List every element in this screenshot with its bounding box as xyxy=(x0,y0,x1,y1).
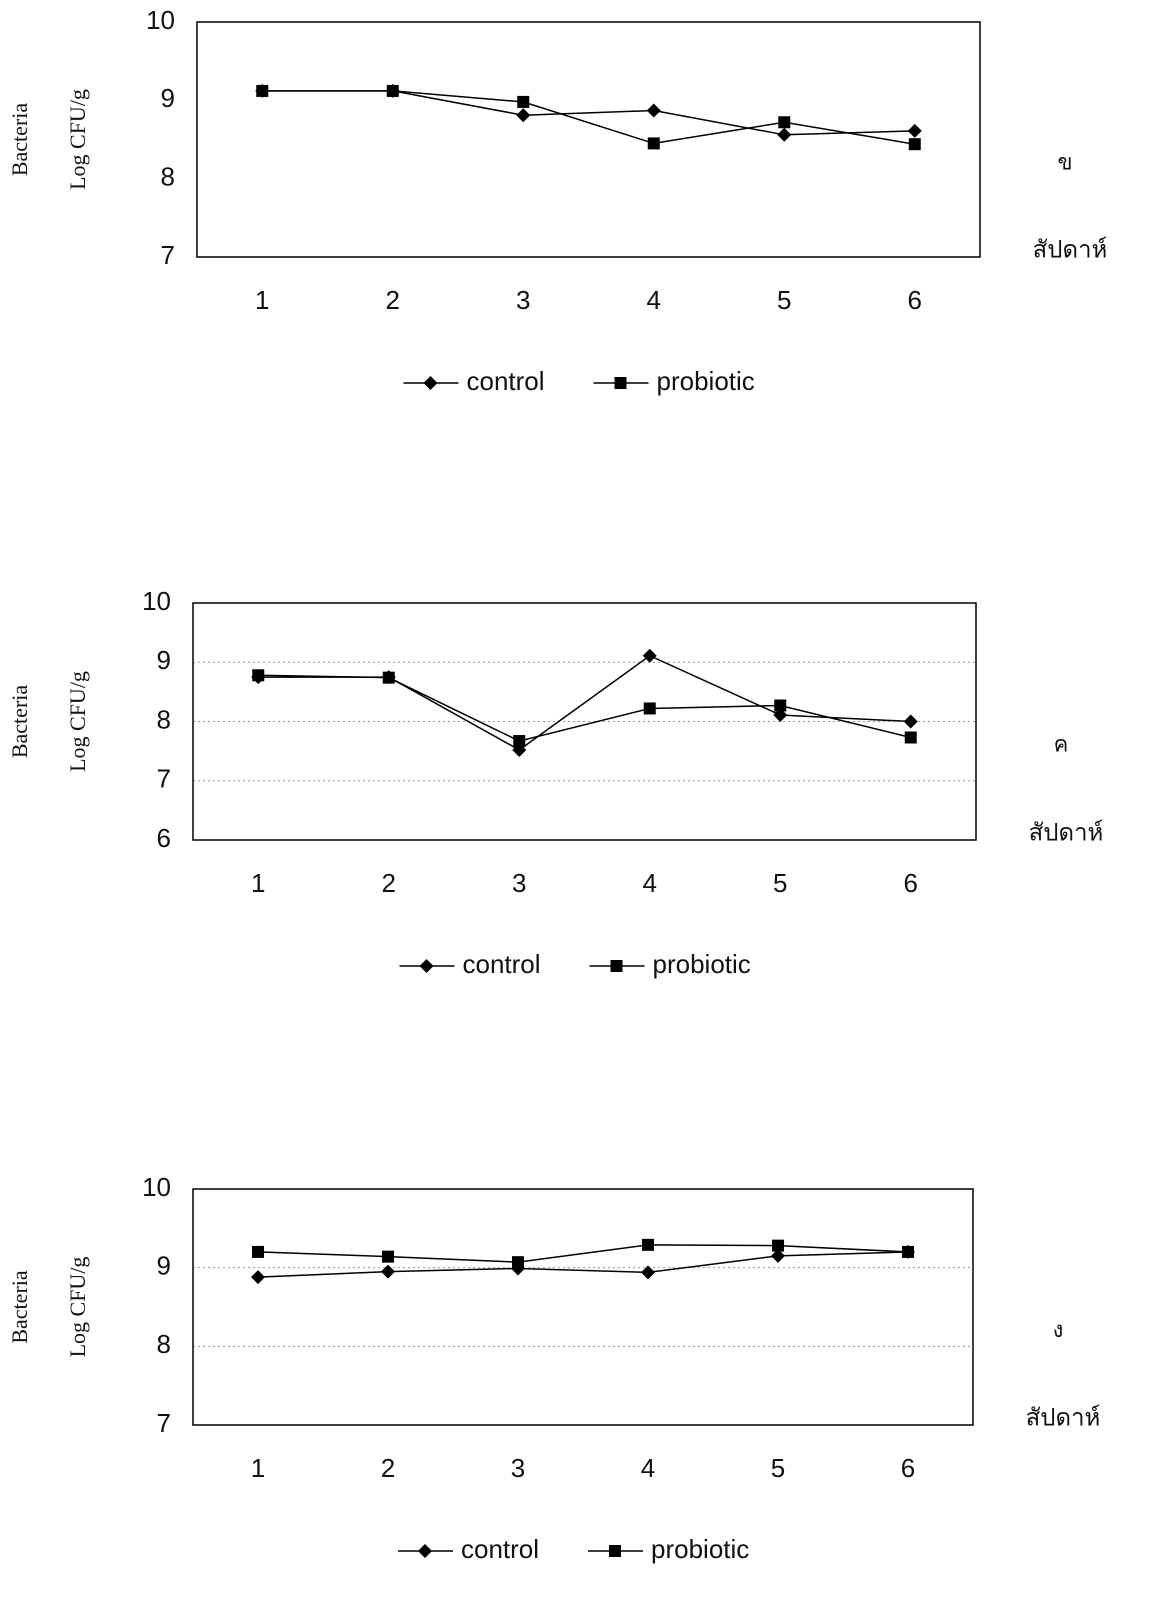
data-point xyxy=(648,137,660,149)
data-point xyxy=(904,715,918,729)
y-axis-label: Bacteria xyxy=(7,103,32,177)
x-tick-label: 5 xyxy=(773,868,787,898)
legend-marker xyxy=(420,959,434,973)
y-tick-label: 7 xyxy=(157,1408,171,1438)
panel-label: ข xyxy=(1057,150,1072,175)
x-tick-label: 2 xyxy=(382,868,396,898)
data-point xyxy=(777,128,791,142)
y-tick-label: 8 xyxy=(157,704,171,734)
y-axis-label: Log CFU/g xyxy=(65,89,90,190)
y-tick-label: 9 xyxy=(161,83,175,113)
y-tick-label: 9 xyxy=(157,1251,171,1281)
data-point xyxy=(252,669,264,681)
x-tick-label: 3 xyxy=(511,1453,525,1483)
legend-marker xyxy=(609,1545,621,1557)
x-tick-label: 1 xyxy=(251,868,265,898)
data-point xyxy=(643,649,657,663)
x-tick-label: 5 xyxy=(777,285,791,315)
y-tick-label: 7 xyxy=(161,240,175,270)
y-tick-label: 9 xyxy=(157,645,171,675)
legend-label: control xyxy=(463,949,541,979)
x-tick-label: 2 xyxy=(386,285,400,315)
legend-marker xyxy=(418,1544,432,1558)
legend-label: probiotic xyxy=(657,366,755,396)
chart-page: 7 8 9 10 1 2 3 4 5 6 Bacteria Log CFU/g ขสัปดาห์ cont… xyxy=(0,0,1149,1598)
y-tick-label: 10 xyxy=(146,5,175,35)
data-point xyxy=(387,85,399,97)
legend-label: probiotic xyxy=(651,1534,749,1564)
legend-marker xyxy=(424,376,438,390)
data-point xyxy=(642,1239,654,1251)
y-tick-label: 7 xyxy=(157,764,171,794)
data-point xyxy=(909,138,921,150)
y-axis-label: Bacteria xyxy=(7,685,32,759)
y-axis-label: Bacteria xyxy=(7,1270,32,1344)
x-tick-label: 5 xyxy=(771,1453,785,1483)
x-tick-label: 1 xyxy=(255,285,269,315)
data-point xyxy=(513,735,525,747)
y-tick-label: 10 xyxy=(142,1172,171,1202)
data-point xyxy=(382,1251,394,1263)
x-tick-label: 3 xyxy=(512,868,526,898)
y-tick-label: 8 xyxy=(161,162,175,192)
data-point xyxy=(908,124,922,138)
x-tick-label: 6 xyxy=(901,1453,915,1483)
series-line xyxy=(262,91,915,144)
page: 7 8 9 10 1 2 3 4 5 6 Bacteria Log CFU/g ขสัปดาห์ cont… xyxy=(0,0,1149,1598)
x-tick-label: 6 xyxy=(904,868,918,898)
y-tick-label: 6 xyxy=(157,823,171,853)
y-tick-label: 10 xyxy=(142,586,171,616)
data-point xyxy=(644,702,656,714)
plot-frame xyxy=(197,22,980,257)
y-tick-label: 8 xyxy=(157,1329,171,1359)
x-tick-label: 3 xyxy=(516,285,530,315)
x-tick-label: 4 xyxy=(643,868,657,898)
series-line xyxy=(258,1245,908,1262)
data-point xyxy=(381,1265,395,1279)
data-point xyxy=(251,1270,265,1284)
x-tick-label: 2 xyxy=(381,1453,395,1483)
legend-marker xyxy=(611,960,623,972)
y-axis-label: Log CFU/g xyxy=(65,1257,90,1358)
data-point xyxy=(778,116,790,128)
plot-frame xyxy=(193,1189,973,1425)
data-point xyxy=(774,700,786,712)
series-line xyxy=(258,656,911,750)
panel-label: ค xyxy=(1054,732,1069,757)
data-point xyxy=(512,1256,524,1268)
data-point xyxy=(517,96,529,108)
legend-label: probiotic xyxy=(653,949,751,979)
x-tick-label: 6 xyxy=(908,285,922,315)
data-point xyxy=(647,104,661,118)
legend-label: control xyxy=(467,366,545,396)
x-tick-label: 1 xyxy=(251,1453,265,1483)
x-axis-label: สัปดาห์ xyxy=(1033,236,1108,264)
x-tick-label: 4 xyxy=(641,1453,655,1483)
data-point xyxy=(905,731,917,743)
data-point xyxy=(772,1240,784,1252)
data-point xyxy=(383,672,395,684)
data-point xyxy=(256,85,268,97)
x-tick-label: 4 xyxy=(647,285,661,315)
x-axis-label: สัปดาห์ xyxy=(1026,1404,1101,1432)
x-axis-label: สัปดาห์ xyxy=(1029,819,1104,847)
panel-label: ง xyxy=(1053,1317,1064,1342)
data-point xyxy=(252,1246,264,1258)
series-line xyxy=(258,675,911,741)
legend-label: control xyxy=(461,1534,539,1564)
data-point xyxy=(516,108,530,122)
legend-marker xyxy=(615,377,627,389)
data-point xyxy=(902,1246,914,1258)
y-axis-label: Log CFU/g xyxy=(65,671,90,772)
